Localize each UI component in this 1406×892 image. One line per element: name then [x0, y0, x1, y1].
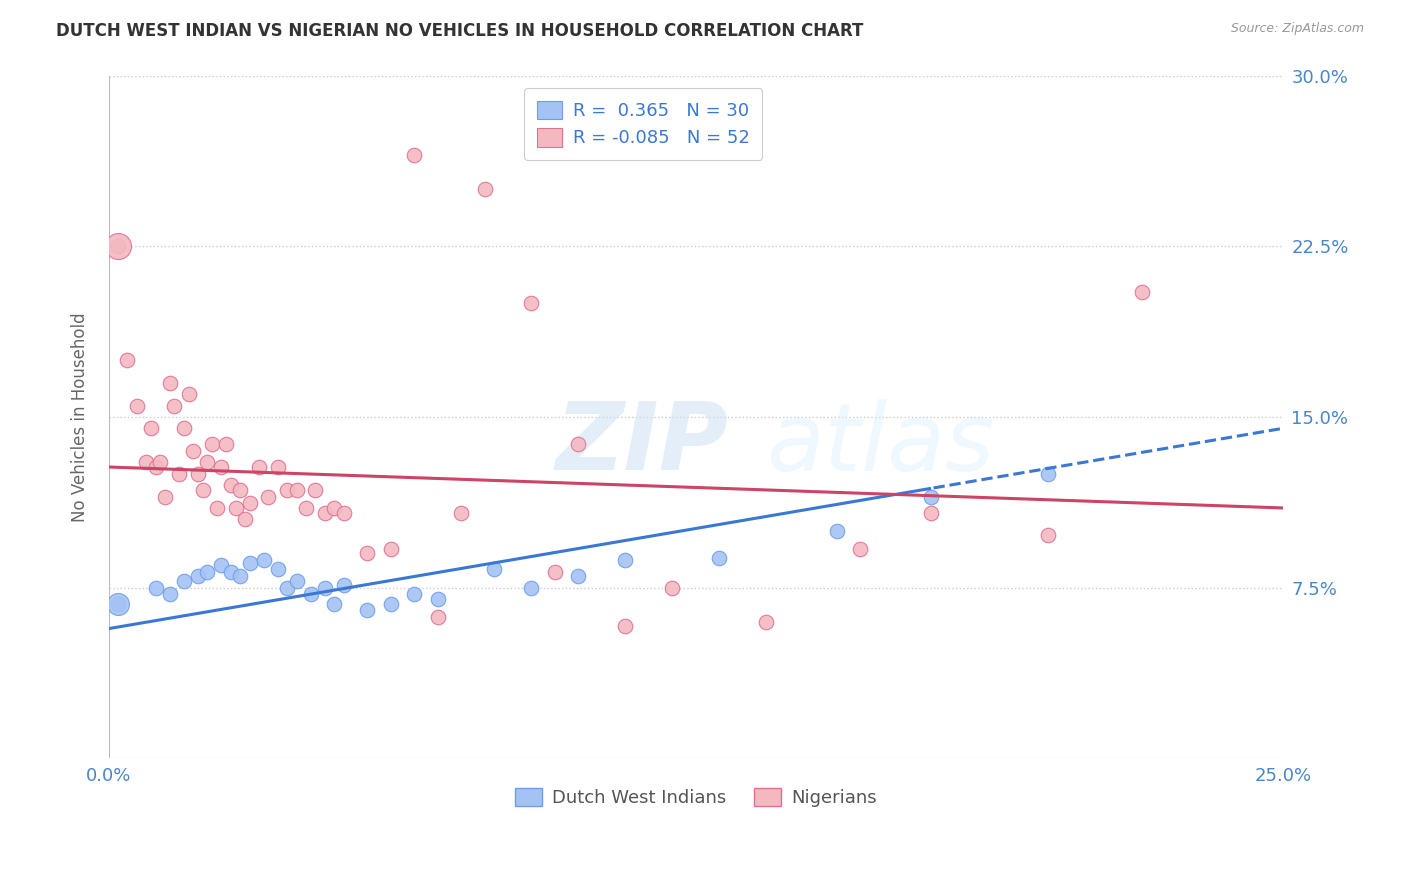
Point — [380, 597, 402, 611]
Legend: Dutch West Indians, Nigerians: Dutch West Indians, Nigerians — [508, 780, 884, 814]
Point — [201, 437, 224, 451]
Point — [215, 437, 238, 451]
Point — [920, 506, 942, 520]
Point — [187, 467, 209, 481]
Point — [520, 296, 543, 310]
Point — [149, 455, 172, 469]
Point — [219, 478, 242, 492]
Point — [323, 597, 346, 611]
Point — [117, 353, 139, 368]
Point — [426, 592, 449, 607]
Point — [195, 455, 218, 469]
Text: DUTCH WEST INDIAN VS NIGERIAN NO VEHICLES IN HOUSEHOLD CORRELATION CHART: DUTCH WEST INDIAN VS NIGERIAN NO VEHICLE… — [56, 22, 863, 40]
Point — [177, 387, 200, 401]
Point — [474, 182, 496, 196]
Point — [1038, 467, 1060, 481]
Point — [402, 587, 425, 601]
Point — [191, 483, 214, 497]
Point — [849, 541, 872, 556]
Point — [219, 565, 242, 579]
Point — [314, 506, 336, 520]
Point — [145, 460, 167, 475]
Text: Source: ZipAtlas.com: Source: ZipAtlas.com — [1230, 22, 1364, 36]
Point — [402, 148, 425, 162]
Point — [567, 569, 589, 583]
Point — [825, 524, 848, 538]
Point — [661, 581, 683, 595]
Point — [267, 562, 290, 576]
Point — [209, 558, 232, 572]
Point — [159, 376, 181, 390]
Point — [229, 569, 252, 583]
Point — [544, 565, 567, 579]
Point — [205, 500, 228, 515]
Point — [520, 581, 543, 595]
Point — [332, 506, 354, 520]
Point — [426, 610, 449, 624]
Point — [267, 460, 290, 475]
Point — [173, 421, 195, 435]
Point — [482, 562, 505, 576]
Point — [107, 597, 129, 611]
Point — [107, 239, 129, 253]
Point — [304, 483, 326, 497]
Point — [135, 455, 157, 469]
Point — [239, 556, 262, 570]
Point — [755, 615, 778, 629]
Point — [332, 578, 354, 592]
Point — [159, 587, 181, 601]
Point — [233, 512, 256, 526]
Point — [1130, 285, 1153, 299]
Point — [380, 541, 402, 556]
Point — [153, 490, 176, 504]
Point — [614, 553, 637, 567]
Point — [614, 619, 637, 633]
Point — [276, 581, 298, 595]
Point — [295, 500, 318, 515]
Point — [253, 553, 276, 567]
Point — [285, 574, 308, 588]
Point — [163, 399, 186, 413]
Point — [125, 399, 148, 413]
Point — [225, 500, 247, 515]
Point — [567, 437, 589, 451]
Point — [239, 496, 262, 510]
Point — [209, 460, 232, 475]
Point — [920, 490, 942, 504]
Point — [107, 239, 129, 253]
Point — [356, 603, 378, 617]
Point — [167, 467, 190, 481]
Point — [299, 587, 322, 601]
Text: atlas: atlas — [766, 399, 994, 490]
Point — [247, 460, 270, 475]
Point — [276, 483, 298, 497]
Point — [173, 574, 195, 588]
Point — [257, 490, 280, 504]
Point — [195, 565, 218, 579]
Point — [145, 581, 167, 595]
Point — [229, 483, 252, 497]
Point — [187, 569, 209, 583]
Point — [314, 581, 336, 595]
Point — [285, 483, 308, 497]
Point — [107, 597, 129, 611]
Point — [450, 506, 472, 520]
Point — [1038, 528, 1060, 542]
Point — [709, 551, 731, 566]
Point — [356, 547, 378, 561]
Point — [139, 421, 162, 435]
Point — [323, 500, 346, 515]
Point — [181, 444, 204, 458]
Y-axis label: No Vehicles in Household: No Vehicles in Household — [72, 312, 89, 522]
Text: ZIP: ZIP — [555, 398, 728, 491]
